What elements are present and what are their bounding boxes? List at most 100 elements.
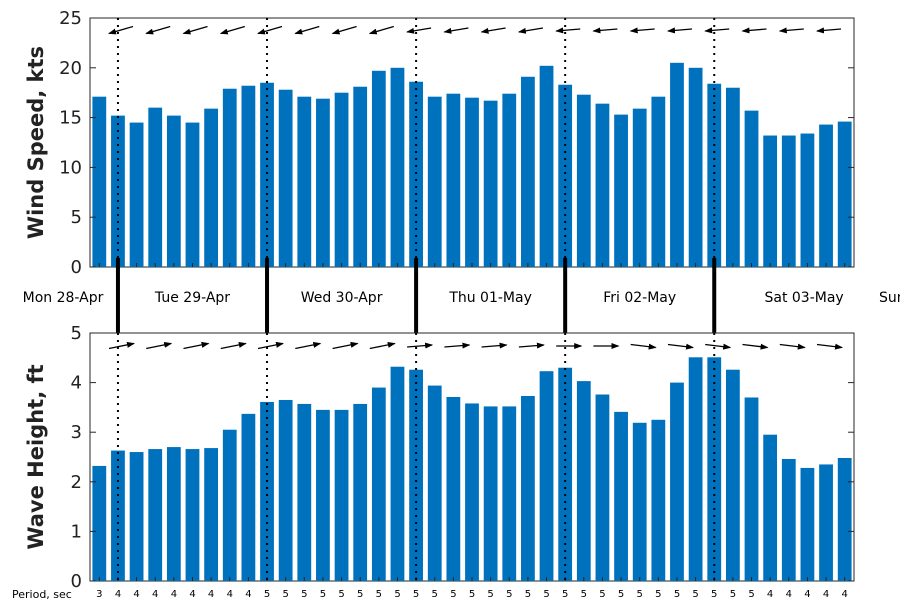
bar <box>763 434 778 581</box>
direction-arrow <box>182 25 208 35</box>
direction-arrow <box>480 27 506 34</box>
bar <box>763 135 778 267</box>
bar <box>353 403 368 581</box>
bar <box>725 369 740 581</box>
direction-arrow <box>145 25 171 35</box>
bar <box>837 457 852 581</box>
direction-arrow <box>257 341 284 350</box>
period-value: 4 <box>152 589 158 600</box>
period-title: Period, sec <box>12 588 72 600</box>
direction-arrow <box>368 25 394 35</box>
direction-arrow <box>108 341 135 350</box>
period-value: 4 <box>786 589 792 600</box>
wave-height-panel: 0 1 2 3 4 5 Wave Height, ft <box>24 323 855 592</box>
y-tick-label: 15 <box>59 108 82 129</box>
period-value: 5 <box>525 589 531 600</box>
bar <box>725 87 740 267</box>
wave-direction-arrows <box>108 341 843 350</box>
bar <box>353 86 368 267</box>
period-value: 4 <box>189 589 195 600</box>
bar <box>166 447 181 581</box>
period-value: 5 <box>692 589 698 600</box>
period-value: 5 <box>301 589 307 600</box>
period-value: 5 <box>357 589 363 600</box>
direction-arrow <box>331 25 357 35</box>
day-label: Sun 04-May <box>879 290 900 306</box>
bar-series <box>92 357 852 581</box>
bar <box>427 385 442 581</box>
bar <box>371 387 386 581</box>
period-value: 5 <box>469 589 475 600</box>
bar <box>521 395 535 581</box>
bar <box>744 397 759 581</box>
bar <box>502 93 517 267</box>
period-value: 4 <box>133 589 139 600</box>
bar <box>595 394 610 581</box>
bar <box>800 467 815 581</box>
bar <box>409 81 423 268</box>
bar <box>446 396 461 581</box>
bar <box>576 381 591 581</box>
bar <box>670 382 684 581</box>
direction-arrow <box>779 343 806 350</box>
bar <box>222 88 237 267</box>
period-value: 5 <box>394 589 400 600</box>
bar <box>148 107 163 267</box>
period-value: 4 <box>767 589 773 600</box>
direction-arrow <box>108 25 134 35</box>
period-value: 5 <box>674 589 680 600</box>
bar <box>260 82 274 268</box>
bar <box>837 121 852 267</box>
period-value: 5 <box>487 589 493 600</box>
direction-arrow <box>592 27 618 34</box>
bar-series <box>92 62 852 268</box>
bar <box>651 419 666 581</box>
direction-arrow <box>481 342 508 349</box>
y-tick-label: 0 <box>71 257 82 278</box>
bar <box>111 115 125 267</box>
y-tick-label: 20 <box>59 58 82 79</box>
direction-arrow <box>444 342 471 349</box>
period-value: 5 <box>581 589 587 600</box>
direction-arrow <box>667 27 693 34</box>
period-value: 4 <box>227 589 233 600</box>
period-value: 3 <box>96 589 102 600</box>
bar <box>614 114 628 267</box>
bar <box>92 96 107 268</box>
bar <box>539 65 554 267</box>
bar <box>204 448 219 581</box>
bar <box>241 413 256 581</box>
period-value: 5 <box>413 589 419 600</box>
direction-arrow <box>220 341 247 350</box>
period-value: 4 <box>171 589 177 600</box>
direction-arrow <box>705 343 732 350</box>
direction-arrow <box>443 27 469 34</box>
bar <box>427 96 442 268</box>
period-value: 5 <box>376 589 382 600</box>
day-label: Thu 01-May <box>448 290 532 306</box>
bar <box>129 452 144 581</box>
period-value: 4 <box>245 589 251 600</box>
bar <box>539 371 554 581</box>
y-tick-label: 5 <box>71 323 82 344</box>
period-value: 5 <box>730 589 736 600</box>
wind-speed-panel: 0 5 10 15 20 25 Wind Speed, kts <box>24 8 855 278</box>
bar <box>316 409 330 581</box>
bar <box>129 122 144 267</box>
bar <box>651 96 666 268</box>
bar <box>483 406 498 581</box>
period-value: 5 <box>283 589 289 600</box>
direction-arrow <box>517 27 544 34</box>
bar <box>521 76 535 267</box>
direction-arrow <box>332 341 359 350</box>
period-value: 5 <box>637 589 643 600</box>
direction-arrow <box>555 27 581 34</box>
direction-arrow <box>816 343 843 350</box>
direction-arrow <box>630 343 657 350</box>
bar <box>614 411 628 581</box>
direction-arrow <box>257 25 283 35</box>
direction-arrow <box>407 342 434 349</box>
direction-arrow <box>294 25 320 35</box>
day-label: Mon 28-Apr <box>23 290 104 306</box>
bar <box>297 96 312 268</box>
